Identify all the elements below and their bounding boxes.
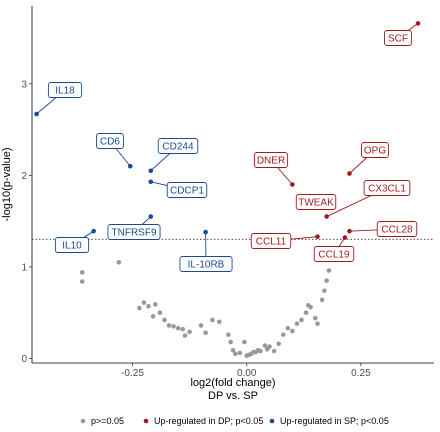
point-label: IL10 — [62, 241, 82, 252]
point-label: CX3CL1 — [368, 184, 406, 195]
ns-point — [79, 270, 85, 275]
point-labels: SCF OPG DNER CX3CL1 TWEAK CCL28 CCL11 CCL19 IL18… — [36, 23, 419, 272]
ns-point — [237, 350, 243, 356]
significant-points — [34, 21, 421, 240]
point-label: DNER — [257, 156, 285, 167]
y-tick-label: 2 — [21, 171, 27, 182]
x-axis-subtitle: DP vs. SP — [208, 390, 258, 402]
point-label: CCL11 — [256, 237, 287, 248]
ns-point — [210, 317, 215, 323]
ns-point — [198, 323, 204, 328]
x-tick-label: 0.25 — [351, 368, 371, 379]
point-label-box — [253, 152, 289, 168]
point-label-box — [96, 133, 124, 149]
point-label: SCF — [388, 34, 408, 45]
point-label: CD6 — [100, 137, 120, 148]
point-label: IL18 — [55, 86, 75, 97]
ns-point — [303, 310, 309, 315]
ns-point — [226, 332, 231, 337]
y-tick-label: 1 — [21, 262, 27, 273]
ns-point — [267, 344, 272, 349]
point-label: CCL19 — [318, 250, 350, 261]
point-label-box — [376, 221, 418, 237]
ns-point — [315, 321, 320, 326]
point-label: OPG — [364, 146, 386, 157]
ns-point — [137, 305, 142, 311]
ns-point — [280, 332, 286, 337]
point-label-box — [166, 182, 208, 198]
ns-point — [230, 347, 236, 353]
point-label-box — [179, 256, 233, 272]
point-label-box — [47, 82, 83, 98]
point-label-box — [363, 180, 411, 196]
ns-point — [166, 323, 172, 328]
point-label: TWEAK — [298, 198, 334, 209]
ns-point — [175, 325, 181, 331]
ns-point — [308, 304, 313, 310]
point-label: CD244 — [162, 142, 194, 153]
ns-point — [182, 333, 188, 338]
y-tick-label: 0 — [21, 354, 27, 365]
ns-point — [262, 343, 268, 348]
ns-point — [116, 260, 122, 265]
ns-point — [258, 348, 263, 354]
point-label-box — [157, 138, 199, 154]
legend-label: Up-regulated in DP; p<0.05 — [154, 416, 263, 426]
x-tick-label: -0.25 — [121, 368, 144, 379]
ns-point — [326, 268, 332, 273]
ns-point — [216, 319, 222, 325]
ns-point — [285, 325, 291, 331]
ns-point — [171, 324, 176, 329]
legend-label: Up-regulated in SP; p<0.05 — [280, 416, 389, 426]
ns-point — [242, 339, 247, 345]
ns-point — [150, 314, 156, 319]
point-label-box — [313, 246, 355, 262]
ns-point — [294, 321, 300, 326]
ns-point — [276, 341, 281, 347]
point-label: TNFRSF9 — [112, 228, 157, 239]
point-label: CCL28 — [381, 225, 413, 236]
point-label-box — [384, 30, 412, 46]
point-label-box — [295, 194, 337, 210]
ns-point — [146, 303, 151, 309]
ns-point — [187, 329, 192, 335]
axes: 0 1 2 3 -0.25 0.00 0.25 log2(fold change)DP vs.… — [1, 6, 434, 402]
ns-point — [203, 330, 208, 336]
ns-point — [180, 326, 186, 332]
ns-point — [290, 328, 295, 334]
ns-point — [153, 302, 158, 307]
point-label-box — [107, 224, 161, 240]
ns-point — [324, 278, 329, 283]
ns-point — [79, 279, 85, 284]
legend-label: p>=0.05 — [91, 416, 124, 426]
ns-point — [299, 317, 304, 323]
y-axis-title: -log10(p-value) — [1, 148, 13, 222]
point-label: IL-10RB — [188, 260, 225, 271]
legend-key — [80, 418, 86, 424]
point-label-box — [250, 233, 292, 249]
legend-key — [143, 418, 149, 424]
legend-key — [269, 418, 275, 424]
y-tick-label: 3 — [21, 79, 27, 90]
ns-point — [232, 351, 238, 357]
ns-point — [141, 300, 147, 305]
ns-point — [312, 315, 318, 321]
ns-point — [157, 310, 163, 315]
point-label: CDCP1 — [170, 186, 204, 197]
ns-point — [319, 297, 325, 303]
point-label-box — [361, 142, 389, 158]
ns-point — [271, 348, 277, 354]
ns-point — [228, 339, 234, 345]
ns-point — [322, 288, 327, 293]
point-label-box — [54, 237, 90, 253]
x-axis-title: log2(fold change) — [190, 377, 275, 389]
ns-point — [162, 317, 167, 323]
x-tick-label: 0.00 — [237, 368, 257, 379]
legend: p>=0.05 Up-regulated in DP; p<0.05 Up-regu… — [80, 416, 389, 426]
